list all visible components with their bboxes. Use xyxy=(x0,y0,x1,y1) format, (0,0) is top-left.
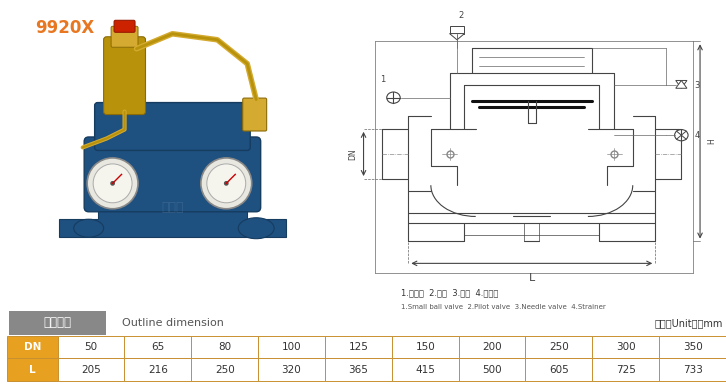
Bar xyxy=(7,336,57,359)
Bar xyxy=(191,336,258,359)
FancyBboxPatch shape xyxy=(94,103,250,151)
Bar xyxy=(124,359,191,381)
Text: 100: 100 xyxy=(282,342,301,352)
Text: 2: 2 xyxy=(458,11,463,20)
Text: 1.小球阀  2.导阀  3.针阀  4.过滤器: 1.小球阀 2.导阀 3.针阀 4.过滤器 xyxy=(401,289,498,298)
Bar xyxy=(659,359,726,381)
Polygon shape xyxy=(449,34,465,40)
Bar xyxy=(7,359,57,381)
Text: 500: 500 xyxy=(482,365,502,375)
Text: 320: 320 xyxy=(282,365,301,375)
Text: 1: 1 xyxy=(380,75,385,84)
Text: 205: 205 xyxy=(81,365,101,375)
Text: 200: 200 xyxy=(482,342,502,352)
Text: 单位（Unit）：mm: 单位（Unit）：mm xyxy=(654,318,722,328)
Polygon shape xyxy=(676,80,687,88)
Text: 外型尺寸: 外型尺寸 xyxy=(44,316,72,329)
Text: 725: 725 xyxy=(616,365,636,375)
Circle shape xyxy=(224,181,229,186)
Text: 80: 80 xyxy=(218,342,232,352)
Polygon shape xyxy=(59,207,286,237)
Text: 4: 4 xyxy=(695,131,700,140)
Text: 3: 3 xyxy=(695,81,700,90)
Bar xyxy=(258,359,325,381)
Bar xyxy=(57,359,124,381)
Text: 1.Small ball valve  2.Pilot valve  3.Needle valve  4.Strainer: 1.Small ball valve 2.Pilot valve 3.Needl… xyxy=(401,304,605,310)
Bar xyxy=(526,359,592,381)
Bar xyxy=(592,336,659,359)
Text: 216: 216 xyxy=(148,365,168,375)
Ellipse shape xyxy=(238,218,274,239)
Text: 9920X: 9920X xyxy=(35,19,94,37)
Text: 50: 50 xyxy=(84,342,97,352)
Text: 150: 150 xyxy=(415,342,435,352)
FancyBboxPatch shape xyxy=(242,98,266,131)
Bar xyxy=(659,336,726,359)
Bar xyxy=(392,336,459,359)
Polygon shape xyxy=(449,26,465,34)
Circle shape xyxy=(674,130,688,141)
Bar xyxy=(459,336,526,359)
Text: 415: 415 xyxy=(415,365,435,375)
Text: 250: 250 xyxy=(215,365,234,375)
Text: 300: 300 xyxy=(616,342,635,352)
Ellipse shape xyxy=(74,219,104,237)
Text: H: H xyxy=(707,139,716,144)
Bar xyxy=(9,311,106,335)
Circle shape xyxy=(207,164,245,203)
Text: 605: 605 xyxy=(549,365,568,375)
Bar xyxy=(392,359,459,381)
FancyBboxPatch shape xyxy=(111,26,138,47)
FancyBboxPatch shape xyxy=(84,137,261,212)
FancyBboxPatch shape xyxy=(114,20,135,32)
Circle shape xyxy=(201,158,252,209)
Text: DN: DN xyxy=(24,342,41,352)
Text: 365: 365 xyxy=(348,365,368,375)
Text: 埃美柯: 埃美柯 xyxy=(161,201,184,214)
Bar xyxy=(459,359,526,381)
Circle shape xyxy=(110,181,115,186)
Text: L: L xyxy=(29,365,36,375)
Bar xyxy=(325,336,392,359)
Text: DN: DN xyxy=(348,148,356,160)
Bar xyxy=(526,336,592,359)
Circle shape xyxy=(387,92,400,103)
Bar xyxy=(592,359,659,381)
Polygon shape xyxy=(676,80,687,88)
Text: 733: 733 xyxy=(682,365,703,375)
Text: 125: 125 xyxy=(348,342,368,352)
Text: 250: 250 xyxy=(549,342,568,352)
Bar xyxy=(325,359,392,381)
Text: L: L xyxy=(529,273,535,283)
Text: Outline dimension: Outline dimension xyxy=(122,318,224,328)
Text: 65: 65 xyxy=(151,342,165,352)
FancyBboxPatch shape xyxy=(104,37,145,115)
Bar xyxy=(191,359,258,381)
Circle shape xyxy=(87,158,138,209)
Bar xyxy=(124,336,191,359)
Bar xyxy=(57,336,124,359)
Bar xyxy=(258,336,325,359)
Circle shape xyxy=(93,164,132,203)
Text: 350: 350 xyxy=(682,342,703,352)
